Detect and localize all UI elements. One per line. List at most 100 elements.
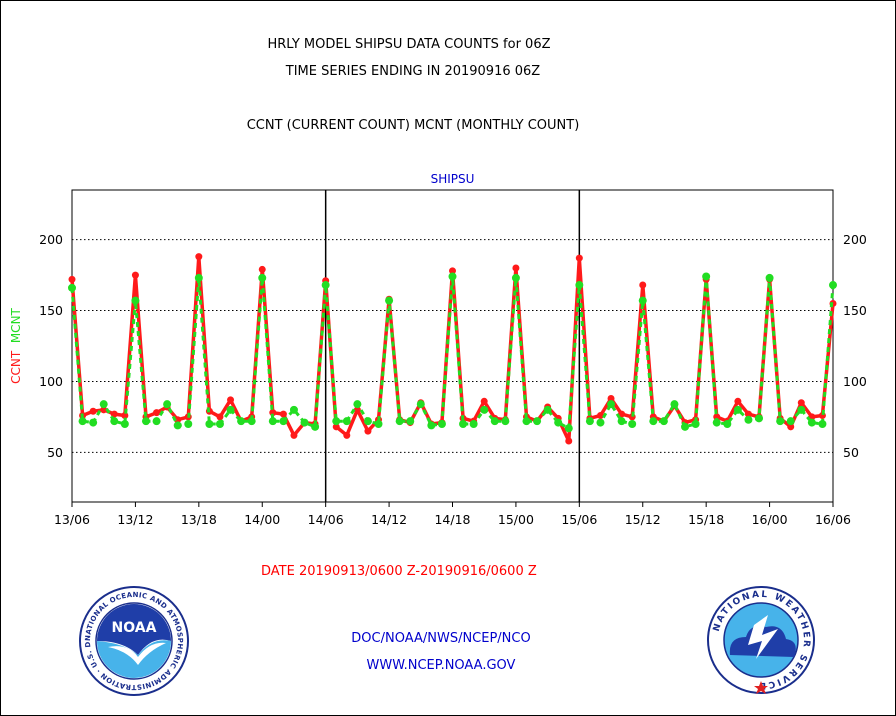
date-range-label: DATE 20190913/0600 Z-20190916/0600 Z: [261, 564, 537, 579]
y-axis-label: CCNT MCNT: [9, 307, 23, 383]
data-point-mcnt: [321, 281, 330, 290]
data-point-mcnt: [659, 417, 668, 426]
data-point-mcnt: [459, 420, 468, 428]
x-tick-label: 15/06: [561, 512, 597, 527]
data-point-mcnt: [68, 283, 76, 292]
x-tick-label: 15/00: [498, 512, 534, 527]
data-point-mcnt: [691, 420, 700, 428]
data-point-mcnt: [469, 420, 478, 428]
data-point-mcnt: [575, 281, 584, 290]
data-point-mcnt: [184, 420, 193, 428]
data-point-mcnt: [733, 405, 742, 414]
data-point-ccnt: [639, 281, 647, 289]
data-point-mcnt: [342, 417, 351, 426]
data-point-ccnt: [121, 411, 129, 419]
data-point-ccnt: [480, 397, 488, 405]
data-point-mcnt: [374, 420, 383, 428]
data-point-mcnt: [353, 400, 362, 409]
data-point-mcnt: [723, 420, 732, 428]
x-tick-label: 16/06: [815, 512, 851, 527]
data-point-ccnt: [68, 275, 76, 283]
data-point-mcnt: [448, 272, 457, 281]
data-point-mcnt: [237, 417, 246, 426]
data-point-mcnt: [511, 273, 520, 282]
y-tick-label-left: 50: [47, 445, 63, 460]
data-point-ccnt: [343, 431, 351, 439]
data-point-mcnt: [501, 417, 510, 426]
data-point-mcnt: [406, 417, 415, 426]
series-line-mcnt: [70, 275, 835, 430]
data-point-ccnt: [332, 423, 340, 431]
y-tick-label-left: 100: [39, 374, 63, 389]
data-point-mcnt: [776, 417, 785, 426]
data-point-mcnt: [78, 417, 87, 426]
x-tick-label: 13/18: [181, 512, 217, 527]
data-point-mcnt: [279, 417, 288, 426]
data-point-mcnt: [617, 417, 626, 426]
data-point-ccnt: [290, 431, 298, 439]
x-tick-label: 15/18: [688, 512, 724, 527]
y-axis-label-mcnt: MCNT: [9, 307, 23, 350]
data-point-mcnt: [533, 417, 542, 426]
data-point-mcnt: [490, 417, 499, 426]
data-point-ccnt: [258, 265, 266, 273]
x-tick-label: 16/00: [752, 512, 788, 527]
url-label: WWW.NCEP.NOAA.GOV: [366, 658, 516, 673]
data-point-ccnt: [100, 406, 108, 414]
data-point-mcnt: [607, 400, 616, 409]
data-point-mcnt: [226, 405, 235, 414]
data-point-mcnt: [702, 272, 711, 281]
data-point-mcnt: [258, 273, 267, 282]
data-point-mcnt: [543, 405, 552, 414]
data-point-mcnt: [596, 418, 605, 427]
data-point-mcnt: [649, 417, 658, 426]
data-point-ccnt: [734, 397, 742, 405]
data-point-mcnt: [131, 296, 140, 305]
data-point-mcnt: [564, 424, 573, 433]
data-point-ccnt: [596, 411, 604, 419]
data-point-ccnt: [797, 399, 805, 407]
data-point-mcnt: [215, 420, 224, 428]
data-point-mcnt: [712, 418, 721, 427]
y-tick-label-left: 150: [39, 303, 63, 318]
data-point-ccnt: [575, 254, 583, 262]
data-point-mcnt: [755, 414, 764, 423]
data-point-ccnt: [744, 410, 752, 418]
data-point-mcnt: [681, 422, 690, 431]
nws-logo: NATIONAL WEATHER SERVICE: [707, 586, 815, 694]
data-point-mcnt: [638, 296, 647, 305]
data-point-ccnt: [787, 423, 795, 431]
data-point-mcnt: [99, 400, 108, 409]
data-point-mcnt: [247, 417, 256, 426]
data-point-mcnt: [765, 273, 774, 282]
data-point-mcnt: [744, 415, 753, 424]
data-point-mcnt: [585, 417, 594, 426]
data-point-mcnt: [332, 417, 341, 426]
data-point-mcnt: [786, 417, 795, 426]
x-tick-label: 13/06: [54, 512, 90, 527]
y-tick-label-left: 200: [39, 232, 63, 247]
data-point-ccnt: [89, 407, 97, 415]
data-point-mcnt: [120, 420, 129, 428]
data-point-mcnt: [416, 400, 425, 409]
data-point-mcnt: [110, 417, 119, 426]
data-point-mcnt: [554, 418, 563, 427]
chart-title-line-1: HRLY MODEL SHIPSU DATA COUNTS for 06Z: [267, 37, 551, 52]
x-tick-label: 14/12: [371, 512, 407, 527]
data-point-ccnt: [565, 437, 573, 445]
x-tick-label: 14/06: [308, 512, 344, 527]
data-point-ccnt: [131, 271, 139, 279]
data-point-mcnt: [194, 273, 203, 282]
data-point-mcnt: [141, 417, 150, 426]
data-point-mcnt: [311, 422, 320, 431]
data-point-mcnt: [395, 417, 404, 426]
data-point-ccnt: [195, 253, 203, 261]
data-point-mcnt: [818, 420, 827, 428]
data-point-ccnt: [353, 406, 361, 414]
data-point-mcnt: [797, 405, 806, 414]
x-tick-label: 14/18: [434, 512, 470, 527]
y-tick-label-right: 100: [843, 374, 867, 389]
data-point-mcnt: [437, 420, 446, 428]
y-tick-label-right: 200: [843, 232, 867, 247]
